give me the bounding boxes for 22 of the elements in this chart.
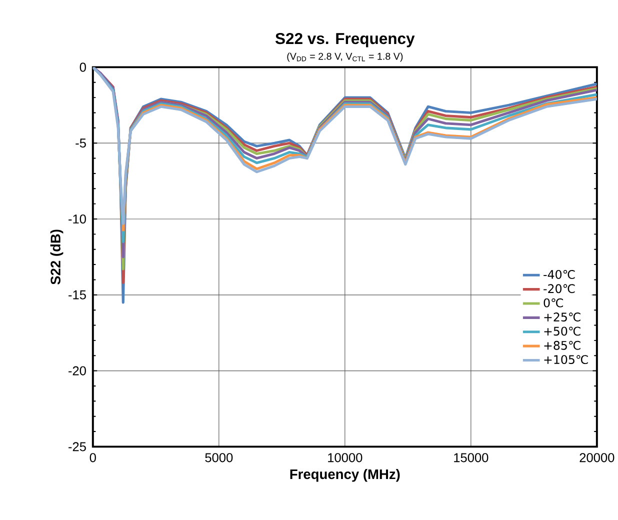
y-axis-title: S22 (dB)	[50, 230, 64, 285]
x-tick-label: 5000	[205, 453, 233, 462]
legend-label: +105℃	[544, 355, 588, 364]
x-axis-title: Frequency (MHz)	[290, 469, 400, 482]
y-tick-label: -5	[76, 138, 86, 148]
y-tick-label: -20	[68, 366, 86, 376]
x-tick-label: 0	[90, 453, 96, 462]
x-tick-label: 10000	[328, 453, 362, 462]
legend-label: +85℃	[544, 340, 580, 350]
legend-label: 0℃	[544, 298, 563, 308]
x-tick-label: 20000	[580, 453, 614, 462]
y-tick-label: -25	[68, 442, 86, 452]
legend-label: +50℃	[544, 326, 580, 336]
chart-subtitle: (V$_{DD}$ = 2.8 V, V$_{CTL}$ = 1.8 V)	[287, 52, 403, 62]
legend-label: -40℃	[544, 270, 575, 280]
x-tick-label: 15000	[454, 453, 488, 462]
y-tick-label: -10	[68, 214, 86, 224]
y-tick-label: 0	[80, 62, 86, 72]
legend-label: +25℃	[544, 312, 580, 322]
chart-title: S22 vs. Frequency	[275, 33, 415, 48]
legend-label: -20℃	[544, 284, 575, 294]
y-tick-label: -15	[68, 290, 86, 300]
